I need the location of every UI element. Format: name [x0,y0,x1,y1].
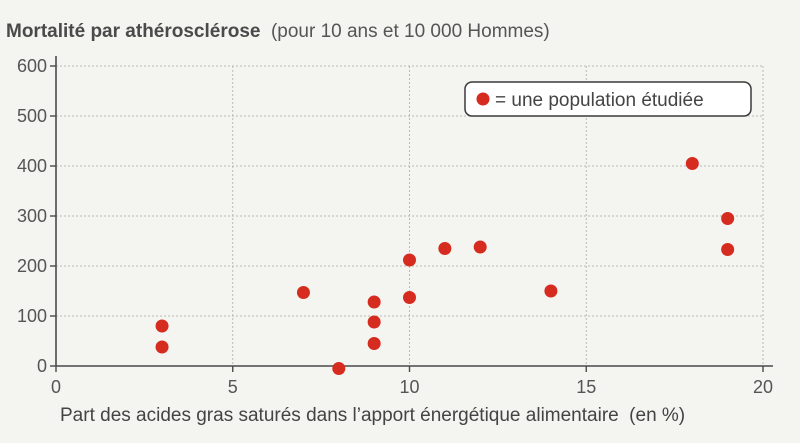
x-axis-label-main: Part des acides gras saturés dans l’appo… [60,405,619,426]
data-point [332,362,346,375]
data-point [367,295,381,309]
y-tick-label: 500 [17,106,47,126]
data-point [685,157,699,170]
data-point [155,319,169,333]
y-tick-label: 0 [37,356,47,376]
data-point [403,291,416,304]
data-point [438,242,452,255]
data-point [473,240,487,254]
legend-marker [476,92,490,106]
y-tick-label: 200 [17,256,47,276]
y-tick-label: 300 [17,206,47,226]
y-tick-label: 400 [17,156,47,176]
y-tick-label: 100 [17,306,47,326]
x-tick-label: 10 [399,377,419,397]
x-tick-labels: 0 5 10 15 20 [51,366,773,397]
legend: = une population étudiée [464,81,752,117]
legend-label: = une population étudiée [495,90,704,111]
y-tick-labels: 0 100 200 300 400 500 600 [17,56,56,376]
data-point [721,243,735,256]
x-axis-label-unit: (en %) [629,405,685,426]
x-tick-label: 0 [51,377,61,397]
grid [56,65,764,366]
data-point [367,337,381,350]
axes [55,56,773,367]
chart-subtitle: (pour 10 ans et 10 000 Hommes) [271,21,550,42]
data-point [544,284,558,298]
data-point [721,212,735,225]
x-tick-label: 20 [753,377,773,397]
chart-title-main: Mortalité par athérosclérose [6,21,260,42]
x-tick-label: 15 [576,377,596,397]
x-tick-label: 5 [228,377,238,397]
legend-box [464,81,752,117]
data-point [296,286,310,299]
data-points [155,157,735,375]
data-point [155,340,169,354]
data-point [367,315,381,329]
data-point [403,253,416,267]
y-tick-label: 600 [17,56,47,76]
chart-title: Mortalité par athérosclérose (pour 10 an… [6,21,550,42]
x-axis-label: Part des acides gras saturés dans l’appo… [60,405,685,426]
